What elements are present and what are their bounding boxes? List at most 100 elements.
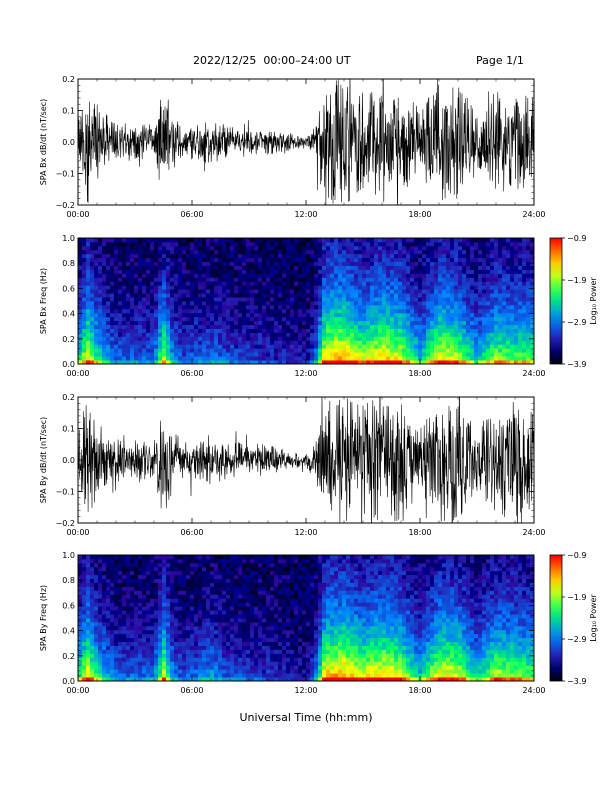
spectrogram-cell	[318, 285, 323, 290]
spectrogram-cell	[522, 324, 527, 329]
spectrogram-cell	[530, 261, 535, 266]
spectrogram-cell	[414, 312, 419, 318]
spectrogram-cell	[134, 241, 139, 247]
spectrogram-cell	[106, 570, 111, 576]
spectrogram-cell	[386, 249, 391, 255]
spectrogram-cell	[494, 257, 499, 263]
spectrogram-cell	[454, 253, 459, 259]
spectrogram-cell	[350, 257, 355, 263]
spectrogram-cell	[78, 566, 83, 572]
spectrogram-cell	[110, 645, 115, 650]
spectrogram-cell	[206, 324, 211, 329]
spectrogram-cell	[158, 629, 163, 635]
spectrogram-cell	[254, 249, 259, 255]
spectrogram-cell	[166, 633, 171, 639]
spectrogram-cell	[406, 293, 411, 298]
spectrogram-cell	[498, 289, 503, 294]
spectrogram-cell	[254, 285, 259, 290]
spectrogram-cell	[418, 285, 423, 290]
spectrogram-cell	[346, 320, 351, 326]
spectrogram-cell	[514, 301, 519, 306]
spectrogram-cell	[190, 340, 195, 345]
spectrogram-cell	[222, 289, 227, 294]
spectrogram-cell	[442, 316, 447, 322]
spectrogram-cell	[386, 332, 391, 337]
spectrogram-cell	[486, 289, 491, 294]
spectrogram-cell	[250, 281, 255, 286]
spectrogram-cell	[502, 360, 507, 365]
spectrogram-cell	[394, 261, 399, 266]
spectrogram-cell	[386, 348, 391, 353]
spectrogram-cell	[186, 665, 191, 670]
spectrogram-cell	[202, 344, 207, 349]
spectrogram-cell	[446, 308, 451, 314]
spectrogram-cell	[78, 332, 83, 337]
spectrogram-cell	[238, 328, 243, 333]
spectrogram-cell	[178, 633, 183, 639]
spectrogram-cell	[226, 352, 231, 357]
spectrogram-cell	[310, 265, 315, 270]
spectrogram-cell	[142, 637, 147, 643]
spectrogram-cell	[170, 558, 175, 564]
spectrogram-cell	[390, 289, 395, 294]
spectrogram-cell	[170, 602, 175, 607]
spectrogram-cell	[134, 356, 139, 361]
spectrogram-cell	[226, 360, 231, 365]
spectrogram-cell	[430, 241, 435, 247]
spectrogram-cell	[170, 677, 175, 682]
spectrogram-cell	[342, 352, 347, 357]
spectrogram-cell	[98, 606, 103, 611]
spectrogram-cell	[246, 352, 251, 357]
spectrogram-cell	[298, 261, 303, 266]
spectrogram-cell	[526, 328, 531, 333]
spectrogram-cell	[130, 610, 135, 615]
spectrogram-cell	[282, 277, 287, 282]
spectrogram-cell	[122, 586, 127, 591]
spectrogram-cell	[110, 625, 115, 631]
spectrogram-cell	[166, 594, 171, 599]
spectrogram-cell	[94, 665, 99, 670]
spectrogram-cell	[154, 562, 159, 568]
spectrogram-cell	[134, 316, 139, 322]
spectrogram-cell	[514, 289, 519, 294]
spectrogram-cell	[338, 340, 343, 345]
spectrogram-cell	[398, 332, 403, 337]
spectrogram-cell	[426, 320, 431, 326]
spectrogram-cell	[318, 308, 323, 314]
spectrogram-cell	[146, 245, 151, 251]
spectrogram-cell	[114, 277, 119, 282]
spectrogram-cell	[82, 352, 87, 357]
spectrogram-cell	[318, 297, 323, 302]
spectrogram-cell	[182, 629, 187, 635]
spectrogram-cell	[162, 265, 167, 270]
spectrogram-cell	[442, 289, 447, 294]
spectrogram-cell	[162, 249, 167, 255]
spectrogram-cell	[466, 301, 471, 306]
spectrogram-cell	[86, 610, 91, 615]
spectrogram-cell	[446, 316, 451, 322]
spectrogram-cell	[422, 301, 427, 306]
spectrogram-cell	[338, 356, 343, 361]
spectrogram-cell	[170, 645, 175, 650]
spectrogram-cell	[302, 289, 307, 294]
spectrogram-cell	[422, 356, 427, 361]
spectrogram-cell	[114, 586, 119, 591]
spectrogram-cell	[186, 238, 191, 243]
spectrogram-cell	[462, 269, 467, 274]
spectrogram-cell	[378, 281, 383, 286]
spectrogram-cell	[126, 293, 131, 298]
spectrogram-cell	[438, 304, 443, 310]
spectrogram-cell	[286, 360, 291, 365]
spectrogram-cell	[430, 304, 435, 310]
spectrogram-cell	[374, 348, 379, 353]
spectrogram-cell	[166, 324, 171, 329]
spectrogram-cell	[178, 332, 183, 337]
spectrogram-cell	[242, 320, 247, 326]
spectrogram-cell	[354, 312, 359, 318]
spectrogram-cell	[314, 289, 319, 294]
spectrogram-cell	[478, 277, 483, 282]
spectrogram-cell	[158, 348, 163, 353]
spectrogram-cell	[86, 566, 91, 572]
spectrogram-cell	[114, 297, 119, 302]
spectrogram-cell	[266, 320, 271, 326]
